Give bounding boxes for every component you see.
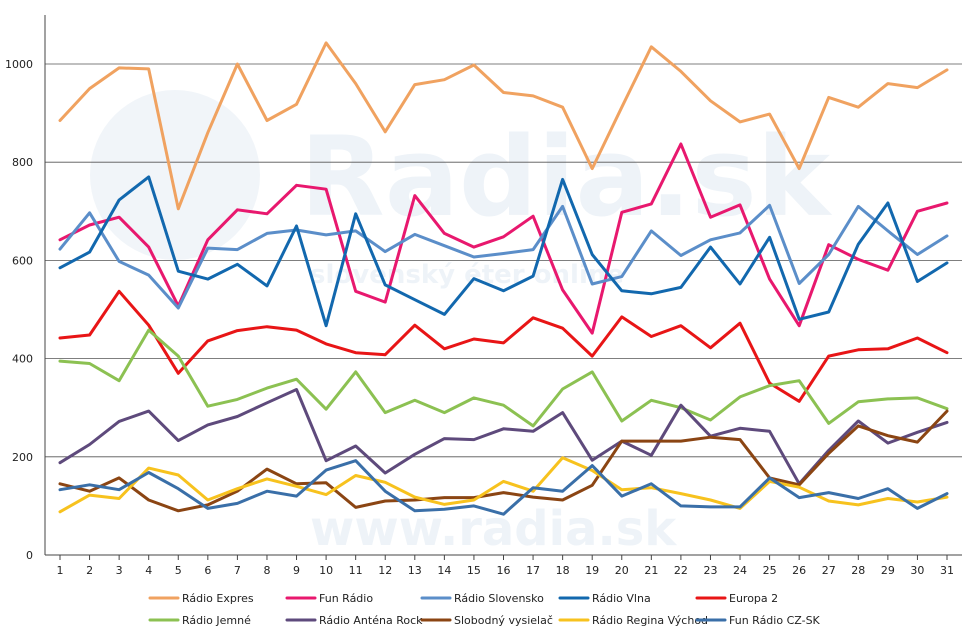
x-tick-label: 28 [851, 564, 865, 577]
x-tick-label: 5 [175, 564, 182, 577]
series-line-1 [58, 142, 949, 335]
x-axis: 1 2 3 4 5 6 7 8 9 10 11 12 13 14 15 16 17 18 19 20 21 22 23 24 2… [57, 555, 954, 577]
series-line-0 [58, 41, 949, 211]
series-line-9 [58, 459, 949, 516]
x-tick-label: 19 [585, 564, 599, 577]
x-tick-label: 6 [204, 564, 211, 577]
x-tick-label: 31 [940, 564, 954, 577]
watermark-footer-text: www.radia.sk [310, 501, 677, 557]
legend-item-0: Rádio Expres [148, 592, 254, 605]
legend-item-7: Slobodný vysielač [420, 614, 553, 627]
x-tick-label: 24 [733, 564, 747, 577]
x-tick-label: 29 [881, 564, 895, 577]
x-tick-label: 7 [234, 564, 241, 577]
series-line-4 [58, 289, 949, 403]
x-tick-label: 23 [703, 564, 717, 577]
y-axis: 0 200 400 600 800 1000 [5, 15, 46, 562]
legend-label: Rádio Expres [182, 592, 254, 605]
x-tick-label: 1 [57, 564, 64, 577]
x-tick-label: 21 [644, 564, 658, 577]
legend-item-6: Rádio Anténa Rock [285, 614, 423, 627]
y-tick-label: 800 [12, 156, 33, 169]
legend-label: Rádio Vlna [592, 592, 651, 605]
legend-label: Slobodný vysielač [454, 614, 553, 627]
y-tick-label: 600 [12, 254, 33, 267]
series-line-8 [58, 456, 949, 514]
legend-label: Fun Rádio [319, 592, 373, 605]
x-tick-label: 16 [497, 564, 511, 577]
legend-item-3: Rádio Vlna [558, 592, 651, 605]
legend-item-5: Rádio Jemné [148, 614, 251, 627]
x-tick-label: 14 [437, 564, 451, 577]
legend-item-9: Fun Rádio CZ-SK [695, 614, 821, 627]
y-tick-label: 200 [12, 451, 33, 464]
legend-label: Europa 2 [729, 592, 778, 605]
legend-label: Rádio Jemné [182, 614, 251, 627]
x-tick-label: 30 [910, 564, 924, 577]
series-line-5 [58, 328, 949, 428]
x-tick-label: 18 [556, 564, 570, 577]
x-tick-label: 26 [792, 564, 806, 577]
series-lines [58, 41, 949, 516]
x-tick-label: 20 [615, 564, 629, 577]
x-tick-label: 4 [145, 564, 152, 577]
x-tick-label: 22 [674, 564, 688, 577]
x-tick-label: 25 [763, 564, 777, 577]
x-tick-label: 10 [319, 564, 333, 577]
y-tick-label: 1000 [5, 58, 33, 71]
y-tick-label: 0 [26, 549, 33, 562]
x-tick-label: 15 [467, 564, 481, 577]
legend-item-1: Fun Rádio [285, 592, 373, 605]
x-tick-label: 13 [408, 564, 422, 577]
legend-item-2: Rádio Slovensko [420, 592, 544, 605]
series-line-7 [58, 409, 949, 513]
watermark-logo-icon [90, 90, 260, 260]
x-tick-label: 3 [116, 564, 123, 577]
series-line-2 [58, 203, 949, 310]
x-tick-label: 2 [86, 564, 93, 577]
x-tick-label: 9 [293, 564, 300, 577]
legend-label: Rádio Anténa Rock [319, 614, 423, 627]
legend-label: Rádio Slovensko [454, 592, 544, 605]
legend-item-8: Rádio Regina Východ [558, 614, 708, 627]
series-line-3 [58, 175, 949, 328]
legend-item-4: Europa 2 [695, 592, 778, 605]
watermark: Radia.sk slovenský éter online www.radia… [90, 90, 833, 557]
legend: Rádio Expres Fun Rádio Rádio Slovensko Rádi… [148, 592, 821, 627]
y-tick-label: 400 [12, 353, 33, 366]
legend-label: Rádio Regina Východ [592, 614, 708, 627]
x-tick-label: 12 [378, 564, 392, 577]
x-tick-label: 11 [349, 564, 363, 577]
x-tick-label: 27 [822, 564, 836, 577]
legend-label: Fun Rádio CZ-SK [729, 614, 821, 627]
x-tick-label: 8 [263, 564, 270, 577]
x-tick-label: 17 [526, 564, 540, 577]
